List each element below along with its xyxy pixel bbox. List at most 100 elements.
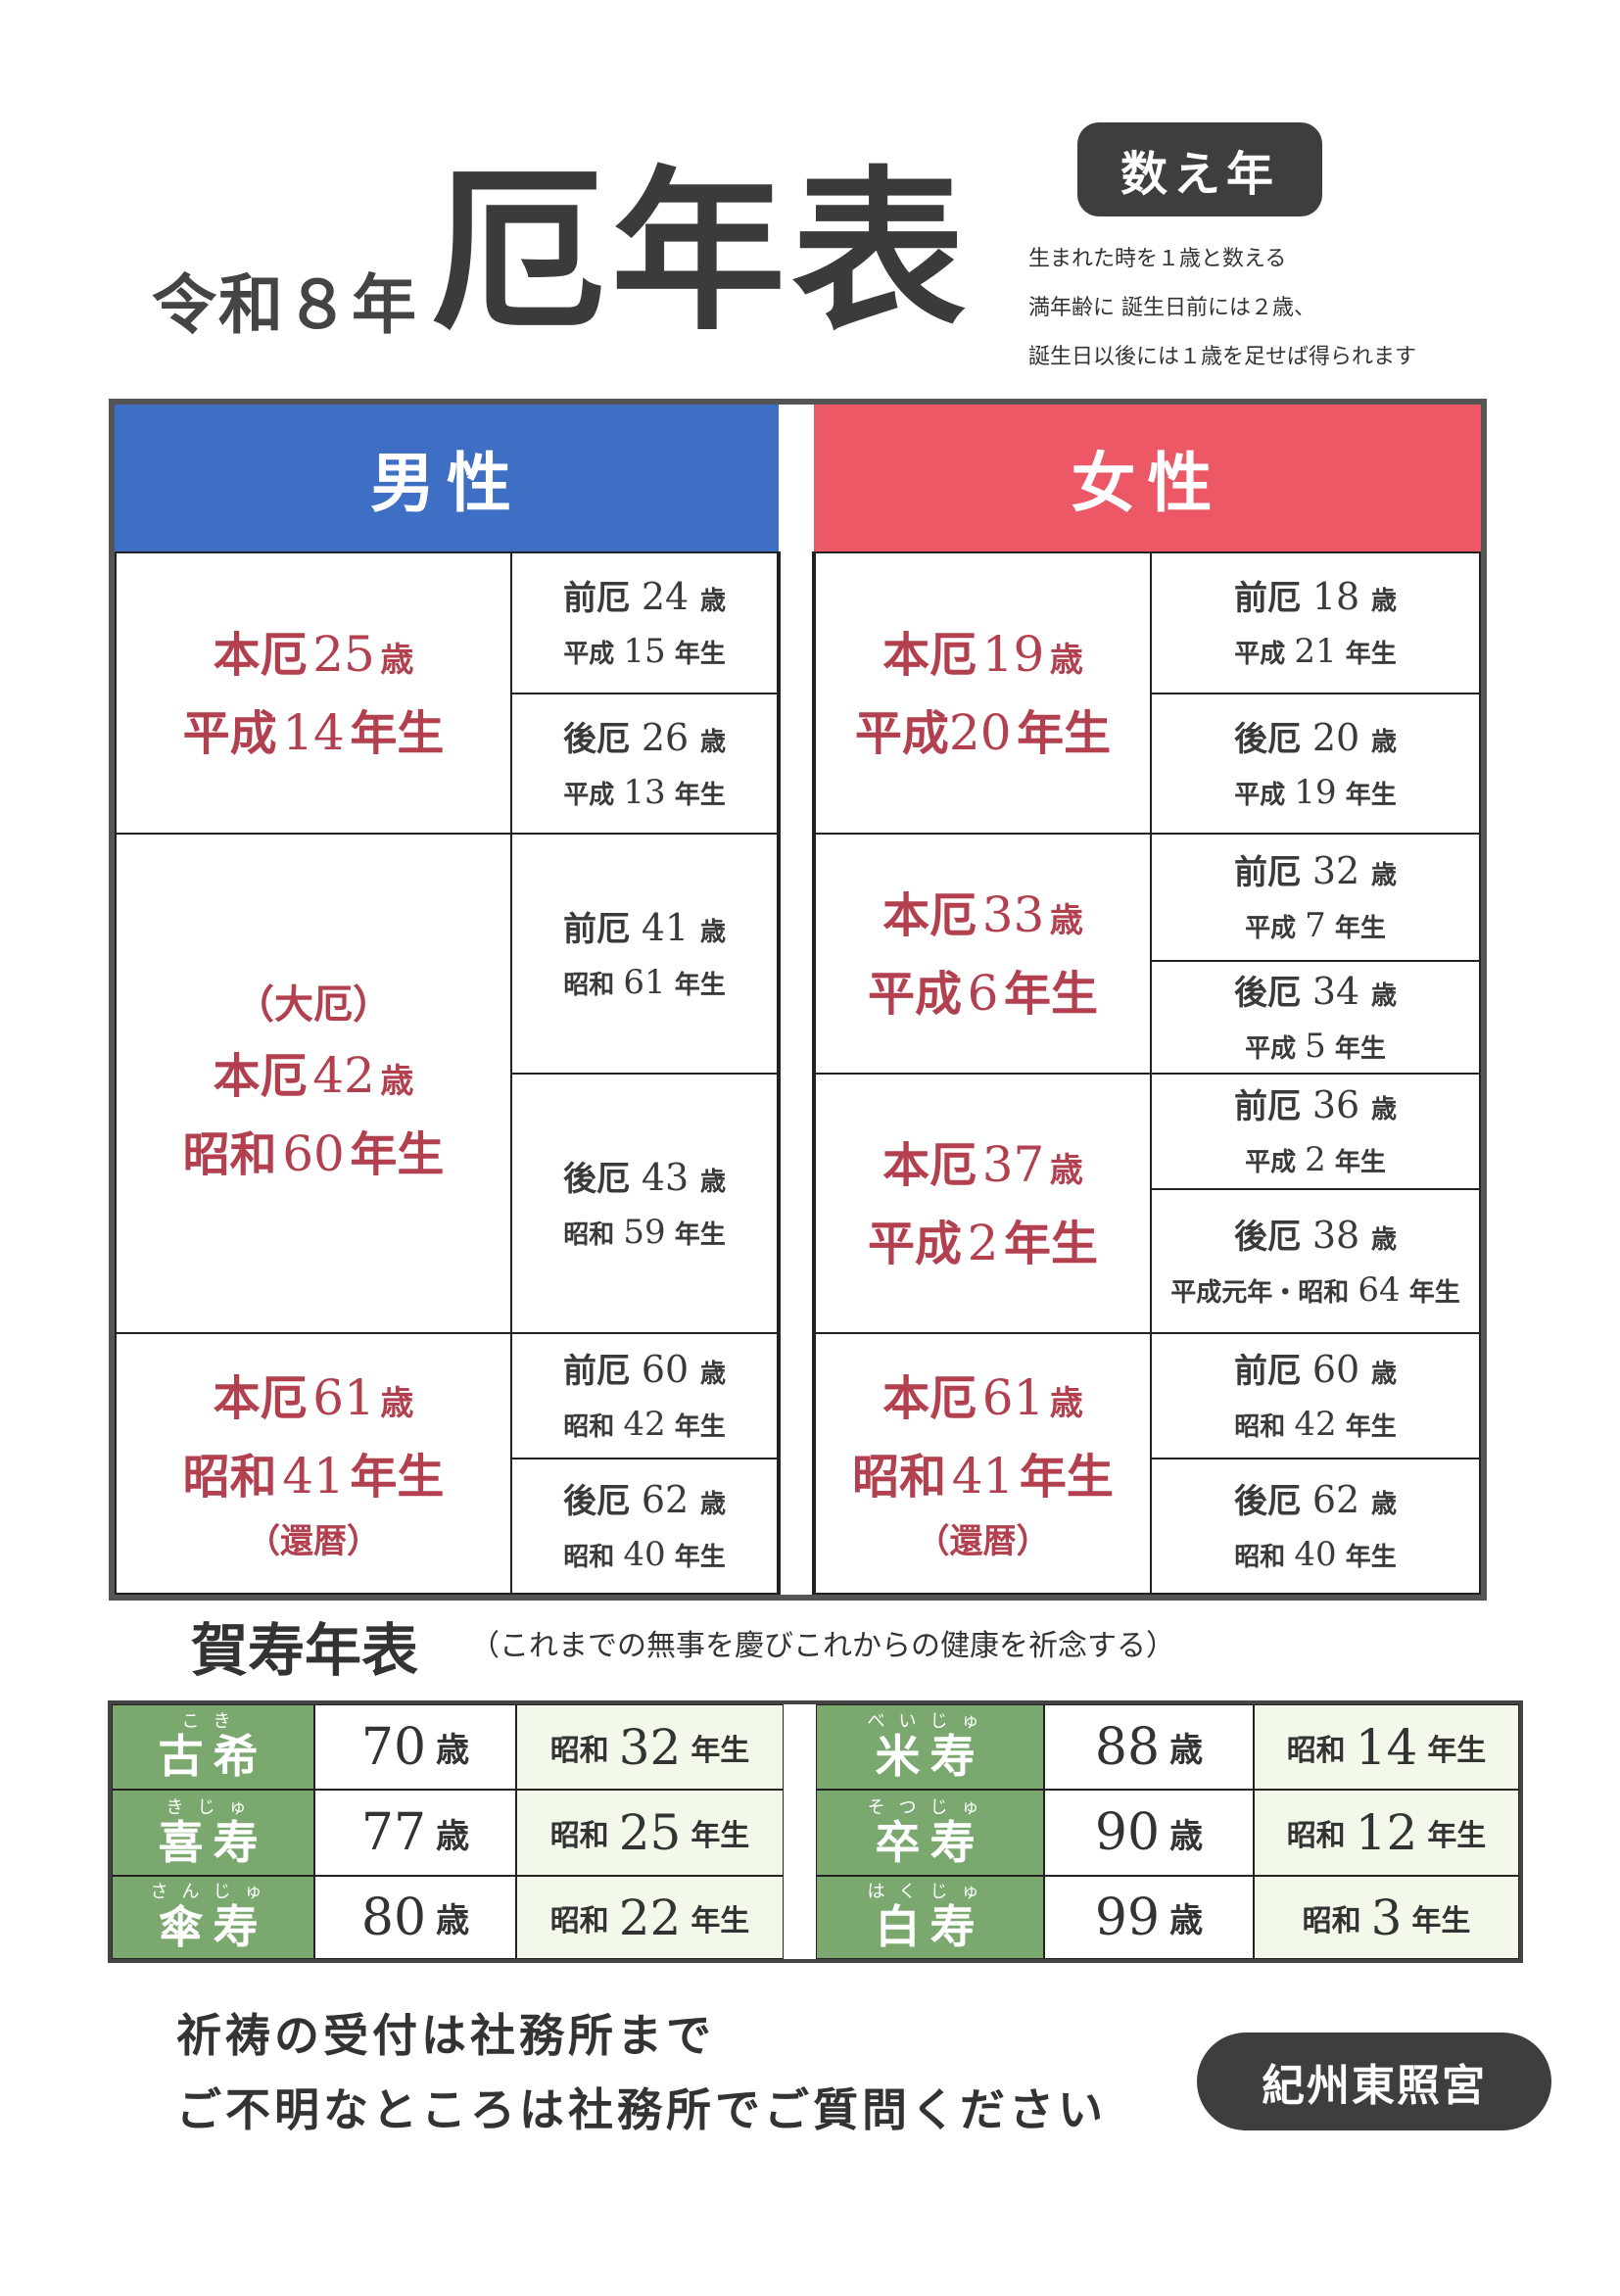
honyaku-label: 本厄 [882,1137,977,1193]
birth-year: 14 [282,703,345,761]
kanreki-note: （還暦） [247,1521,380,1561]
kaju-name: 喜寿 [158,1815,268,1869]
age-unit: 歳 [1049,900,1083,940]
honyaku-age: 37 [981,1135,1045,1193]
era: 平成元年・昭和 [1170,1277,1350,1308]
male-maeyaku-1: 前厄 24 歳 平成 15 年生 [510,551,779,694]
kaju-name-cell: きじゅ 喜寿 [112,1790,314,1876]
atoyaku-age: 38 [1311,1213,1360,1257]
maeyaku-label: 前厄 [1233,1087,1301,1127]
era: 昭和 [852,1449,947,1505]
honyaku-age: 19 [981,625,1045,683]
year-suffix: 年生 [674,1412,726,1443]
year-suffix: 年生 [691,1819,750,1853]
honyaku-label: 本厄 [213,1370,308,1426]
year-suffix: 年生 [674,1543,726,1573]
maeyaku-label: 前厄 [562,1352,630,1392]
honyaku-age: 61 [312,1368,375,1426]
atoyaku-label: 後厄 [1233,719,1301,759]
age-unit: 歳 [1371,1095,1398,1125]
birth-year: 3 [1370,1889,1403,1946]
maeyaku-label: 前厄 [1233,853,1301,893]
male-maeyaku-3: 前厄 60 歳 昭和 42 年生 [510,1332,779,1459]
maeyaku-age: 36 [1311,1083,1360,1127]
birth-year: 6 [967,964,999,1022]
atoyaku-age: 34 [1311,969,1360,1013]
year-suffix: 年生 [674,970,726,1000]
kaju-age-cell: 80 歳 [314,1876,516,1959]
year-suffix: 年生 [1411,1903,1471,1938]
birth-year: 41 [282,1447,345,1505]
kaju-name: 古希 [158,1730,268,1784]
kaju-table: こき 古希 70 歳 昭和 32 年生 べいじゅ 米寿 88 歳 昭和 14 年生 きじゅ … [108,1700,1523,1963]
birth-year: 32 [618,1718,682,1776]
kaju-year-cell: 昭和 14 年生 [1254,1704,1519,1790]
age-unit: 歳 [1049,1150,1083,1190]
female-atoyaku-2: 後厄 34 歳 平成 5 年生 [1150,960,1481,1075]
atoyaku-label: 後厄 [562,1159,630,1199]
year-suffix: 年生 [1345,640,1397,670]
atoyaku-age: 26 [641,715,690,759]
kaju-ruby: さんじゅ [150,1882,276,1903]
year-suffix: 年生 [674,780,726,810]
kaju-name-cell: べいじゅ 米寿 [816,1704,1044,1790]
atoyaku-age: 62 [1311,1478,1360,1522]
kaju-age: 99 [1094,1888,1161,1947]
female-maeyaku-4: 前厄 60 歳 昭和 42 年生 [1150,1332,1481,1459]
age-unit: 歳 [1371,1490,1398,1520]
footer-notice: 祈祷の受付は社務所まで ご不明なところは社務所でご質問ください [176,1998,1107,2147]
kazoe-desc-line: 誕生日以後には１歳を足せば得られます [1028,345,1417,369]
year-suffix: 年生 [350,1127,445,1182]
kaju-age: 70 [360,1717,427,1777]
kaju-age: 77 [360,1803,427,1862]
male-maeyaku-2: 前厄 41 歳 昭和 61 年生 [510,833,779,1075]
birth-year: 61 [623,962,666,1002]
era: 昭和 [182,1449,277,1505]
birth-year: 25 [618,1804,682,1861]
center-divider [779,551,814,1595]
age-unit: 歳 [1371,861,1398,891]
honyaku-label: 本厄 [882,887,977,943]
era: 平成 [1245,914,1297,944]
female-maeyaku-2: 前厄 32 歳 平成 7 年生 [1150,833,1481,962]
kazoe-description: 生まれた時を１歳と数える 満年齢に 誕生日前には２歳、 誕生日以後には１歳を足せ… [1028,235,1416,382]
era: 昭和 [563,1543,615,1573]
era: 昭和 [549,1903,609,1938]
birth-year: 21 [1294,632,1337,672]
female-honyaku-1: 本厄 19 歳 平成20 年生 [814,551,1152,835]
birth-year: 59 [623,1212,666,1252]
male-honyaku-2: （大厄） 本厄 42 歳 昭和 60 年生 [115,833,512,1334]
era: 昭和 [182,1127,277,1182]
kaju-subtitle: （これまでの無事を慶びこれからの健康を祈念する） [470,1629,1175,1663]
year-suffix: 年生 [1334,914,1386,944]
honyaku-age: 61 [981,1368,1045,1426]
age-unit: 歳 [436,1731,470,1770]
honyaku-label: 本厄 [213,627,308,683]
kaju-year-cell: 昭和 3 年生 [1254,1876,1519,1959]
year-suffix: 年生 [691,1733,750,1768]
age-unit: 歳 [436,1816,470,1856]
kaju-age-cell: 99 歳 [1044,1876,1254,1959]
maeyaku-label: 前厄 [562,909,630,949]
age-unit: 歳 [700,1490,727,1520]
era: 昭和 [1302,1903,1361,1938]
birth-year: 7 [1305,906,1326,946]
era: 昭和 [563,970,615,1000]
footer-line: ご不明なところは社務所でご質問ください [176,2083,1107,2136]
era: 平成 [563,640,615,670]
era: 昭和 [549,1819,609,1853]
female-maeyaku-1: 前厄 18 歳 平成 21 年生 [1150,551,1481,694]
kaju-name: 白寿 [875,1900,985,1954]
age-unit: 歳 [436,1901,470,1940]
honyaku-label: 本厄 [213,1049,308,1104]
kaju-ruby: きじゅ [166,1796,261,1818]
kaju-year-cell: 昭和 32 年生 [516,1704,784,1790]
age-unit: 歳 [1371,1360,1398,1390]
female-honyaku-4: 本厄 61 歳 昭和 41 年生 （還暦） [814,1332,1152,1595]
kaju-age: 90 [1094,1803,1161,1862]
era: 平成 [563,780,615,810]
year-suffix: 年生 [1427,1733,1487,1768]
female-honyaku-2: 本厄 33 歳 平成 6 年生 [814,833,1152,1075]
footer-line: 祈祷の受付は社務所まで [176,2009,715,2062]
age-unit: 歳 [380,1062,414,1101]
